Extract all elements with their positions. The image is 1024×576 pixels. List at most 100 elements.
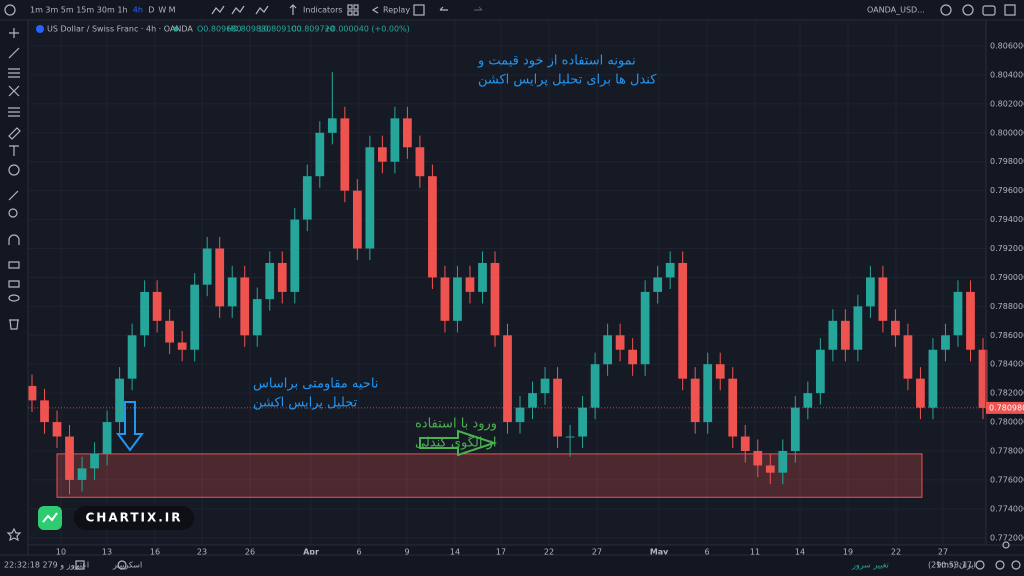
- alerts[interactable]: [940, 4, 952, 16]
- candle-body: [615, 335, 625, 350]
- pattern-tool[interactable]: [8, 85, 20, 97]
- symbol-search[interactable]: OANDA_USD...: [867, 6, 925, 15]
- candle-body: [27, 385, 37, 401]
- candle-body: [77, 468, 87, 480]
- ohlc-value: H0.809880: [227, 25, 271, 34]
- replay-icon[interactable]: [371, 6, 379, 14]
- server-button[interactable]: تغییر سرور: [851, 561, 889, 570]
- zoom-tool[interactable]: [8, 208, 18, 218]
- interval-button[interactable]: 1h: [117, 6, 127, 15]
- candle-body: [803, 393, 813, 408]
- candle-body: [165, 320, 175, 343]
- candle-body: [590, 364, 600, 408]
- redo[interactable]: [474, 6, 483, 11]
- indicators-icon[interactable]: [289, 4, 297, 15]
- drawing-tools: [6, 28, 22, 542]
- replay-button[interactable]: Replay: [383, 6, 410, 15]
- candle-body: [428, 176, 437, 278]
- interval-button[interactable]: D: [148, 6, 154, 15]
- settings[interactable]: [995, 560, 1005, 570]
- layouts[interactable]: [347, 4, 353, 10]
- help[interactable]: [1011, 560, 1021, 570]
- interval-button[interactable]: 1m: [30, 6, 43, 15]
- trendline-tool[interactable]: [8, 47, 20, 59]
- x-tick-label: 14: [450, 548, 460, 557]
- credit-icon: [75, 560, 85, 570]
- market-status: [173, 26, 179, 32]
- interval-button[interactable]: 3m: [45, 6, 58, 15]
- candle-body: [390, 118, 400, 162]
- emoji-tool[interactable]: [8, 164, 20, 176]
- interval-button[interactable]: 30m: [97, 6, 115, 15]
- layouts[interactable]: [353, 4, 359, 10]
- logo-badge: [74, 506, 194, 530]
- annotation: کندل ها برای تحلیل پرایس اکشن: [478, 73, 657, 88]
- down-arrow: [116, 401, 144, 452]
- lock-drawings[interactable]: [8, 261, 20, 269]
- snapshot[interactable]: [982, 5, 996, 16]
- settings[interactable]: [962, 4, 974, 16]
- square-tool[interactable]: [413, 4, 425, 16]
- candle-body: [565, 436, 575, 438]
- candle-body: [815, 349, 825, 394]
- add-symbol[interactable]: [4, 4, 16, 16]
- undo[interactable]: [439, 6, 448, 11]
- favorites[interactable]: [6, 527, 22, 542]
- text-tool[interactable]: [9, 145, 19, 156]
- candle-body: [703, 364, 713, 423]
- candle-body: [891, 320, 900, 336]
- interval-button[interactable]: 4h: [133, 6, 143, 15]
- delete-tool[interactable]: [9, 319, 19, 330]
- candle-body: [215, 248, 225, 307]
- x-tick-label: 27: [938, 548, 948, 557]
- ohlc-value: L0.809100: [259, 25, 302, 34]
- candle-body: [553, 378, 562, 437]
- watermark: CHARTIX.IR: [85, 511, 182, 525]
- x-tick-label: 23: [197, 548, 207, 557]
- brush-tool[interactable]: [8, 127, 21, 140]
- top-toolbar: [0, 0, 1024, 20]
- x-tick-label: 11: [750, 548, 760, 557]
- candle-body: [628, 349, 638, 365]
- theme-toggle[interactable]: [975, 560, 985, 570]
- y-tick-label: 0.806000: [990, 42, 1024, 51]
- crosshair-tool[interactable]: [9, 28, 19, 38]
- forecast-tool[interactable]: [8, 107, 20, 117]
- interval-button[interactable]: M: [169, 6, 176, 15]
- interval-button[interactable]: 15m: [76, 6, 94, 15]
- magnet-tool[interactable]: [8, 234, 20, 245]
- candle-body: [365, 147, 375, 249]
- layouts[interactable]: [353, 10, 359, 16]
- chart-type[interactable]: [211, 5, 269, 15]
- fullscreen[interactable]: [1004, 4, 1016, 16]
- candle-body: [853, 306, 863, 350]
- x-tick-label: 6: [356, 548, 361, 557]
- lock-tool[interactable]: [8, 280, 20, 288]
- candle-body: [840, 320, 850, 350]
- interval-button[interactable]: 5m: [61, 6, 74, 15]
- candle-body: [102, 422, 112, 454]
- candle-body: [190, 284, 200, 350]
- candle-body: [678, 262, 688, 379]
- candle-body: [265, 262, 275, 300]
- x-tick-label: 22: [544, 548, 554, 557]
- status-credit: اعتبار: [70, 561, 89, 570]
- fib-tool[interactable]: [8, 68, 20, 78]
- interval-button[interactable]: W: [158, 6, 166, 15]
- indicators-button[interactable]: Indicators: [303, 6, 343, 15]
- candle-body: [140, 291, 149, 336]
- x-tick-label: 17: [496, 548, 506, 557]
- ruler-tool[interactable]: [8, 190, 19, 201]
- layouts[interactable]: [347, 10, 353, 16]
- scripter-button[interactable]: اسکریپتر: [112, 561, 142, 570]
- ohlc-value: C0.809720: [291, 25, 335, 34]
- hide-tool[interactable]: [8, 294, 20, 302]
- axis-settings[interactable]: [1002, 541, 1010, 549]
- candle-body: [978, 349, 988, 408]
